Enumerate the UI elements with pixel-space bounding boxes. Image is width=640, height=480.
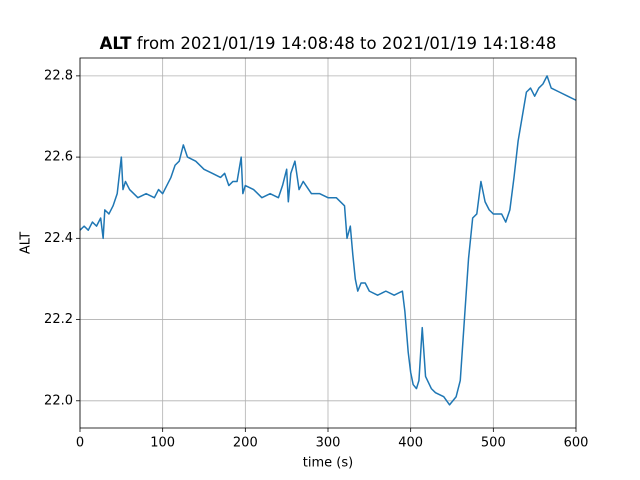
line-series bbox=[79, 75, 577, 406]
chart-title: ALT from 2021/01/19 14:08:48 to 2021/01/… bbox=[100, 34, 557, 53]
y-tick-label: 22.2 bbox=[44, 312, 73, 327]
x-tick-label: 100 bbox=[150, 436, 175, 451]
y-tick-label: 22.8 bbox=[44, 68, 73, 83]
title-bold: ALT bbox=[100, 34, 133, 53]
x-tick-label: 300 bbox=[316, 436, 341, 451]
x-axis-label: time (s) bbox=[303, 456, 353, 471]
title-rest: from 2021/01/19 14:08:48 to 2021/01/19 1… bbox=[137, 34, 557, 53]
plot-frame bbox=[79, 57, 577, 429]
y-tick-label: 22.0 bbox=[44, 393, 73, 408]
y-tick-label: 22.6 bbox=[44, 150, 73, 165]
y-axis-label: ALT bbox=[19, 232, 34, 254]
x-tick-label: 200 bbox=[233, 436, 258, 451]
x-tick-label: 500 bbox=[481, 436, 506, 451]
x-tick-label: 0 bbox=[76, 436, 84, 451]
x-tick-label: 400 bbox=[398, 436, 423, 451]
x-tick-label: 600 bbox=[564, 436, 589, 451]
y-tick-label: 22.4 bbox=[44, 231, 73, 246]
